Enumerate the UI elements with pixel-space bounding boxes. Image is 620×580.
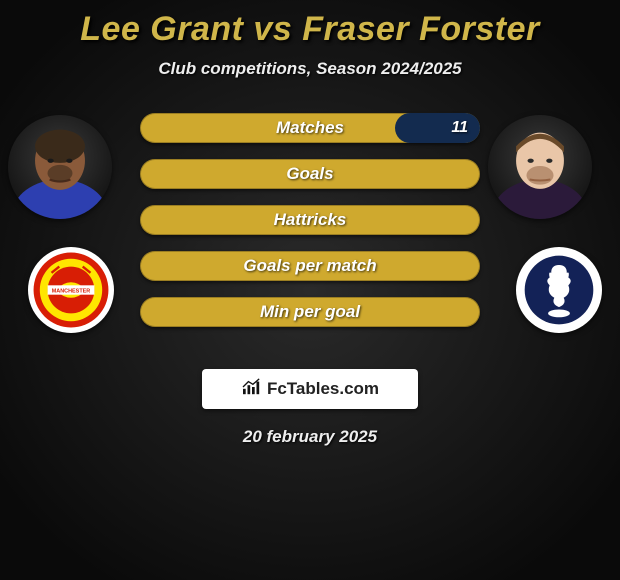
svg-text:MANCHESTER: MANCHESTER xyxy=(52,288,91,294)
snapshot-date: 20 february 2025 xyxy=(0,427,620,447)
player-right-avatar xyxy=(488,115,592,219)
stat-bar-min-per-goal: Min per goal xyxy=(140,297,480,327)
stat-bar-goals-per-match: Goals per match xyxy=(140,251,480,281)
comparison-title: Lee Grant vs Fraser Forster xyxy=(0,0,620,49)
stat-label: Hattricks xyxy=(140,205,480,235)
stat-bar-hattricks: Hattricks xyxy=(140,205,480,235)
stat-bar-goals: Goals xyxy=(140,159,480,189)
stat-bars: Matches 11 Goals Hattricks Goals per mat… xyxy=(140,113,480,343)
club-right-crest xyxy=(516,247,602,333)
chart-icon xyxy=(241,378,263,401)
stat-label: Goals per match xyxy=(140,251,480,281)
player-left-avatar xyxy=(8,115,112,219)
brand-text: FcTables.com xyxy=(267,379,379,399)
comparison-arena: MANCHESTER Matches 11 Goals Hattricks Go… xyxy=(0,107,620,367)
stat-bar-matches: Matches 11 xyxy=(140,113,480,143)
brand-badge: FcTables.com xyxy=(202,369,418,409)
stat-value-right: 11 xyxy=(451,113,468,143)
stat-label: Goals xyxy=(140,159,480,189)
club-left-crest: MANCHESTER xyxy=(28,247,114,333)
stat-label: Min per goal xyxy=(140,297,480,327)
comparison-subtitle: Club competitions, Season 2024/2025 xyxy=(0,59,620,79)
